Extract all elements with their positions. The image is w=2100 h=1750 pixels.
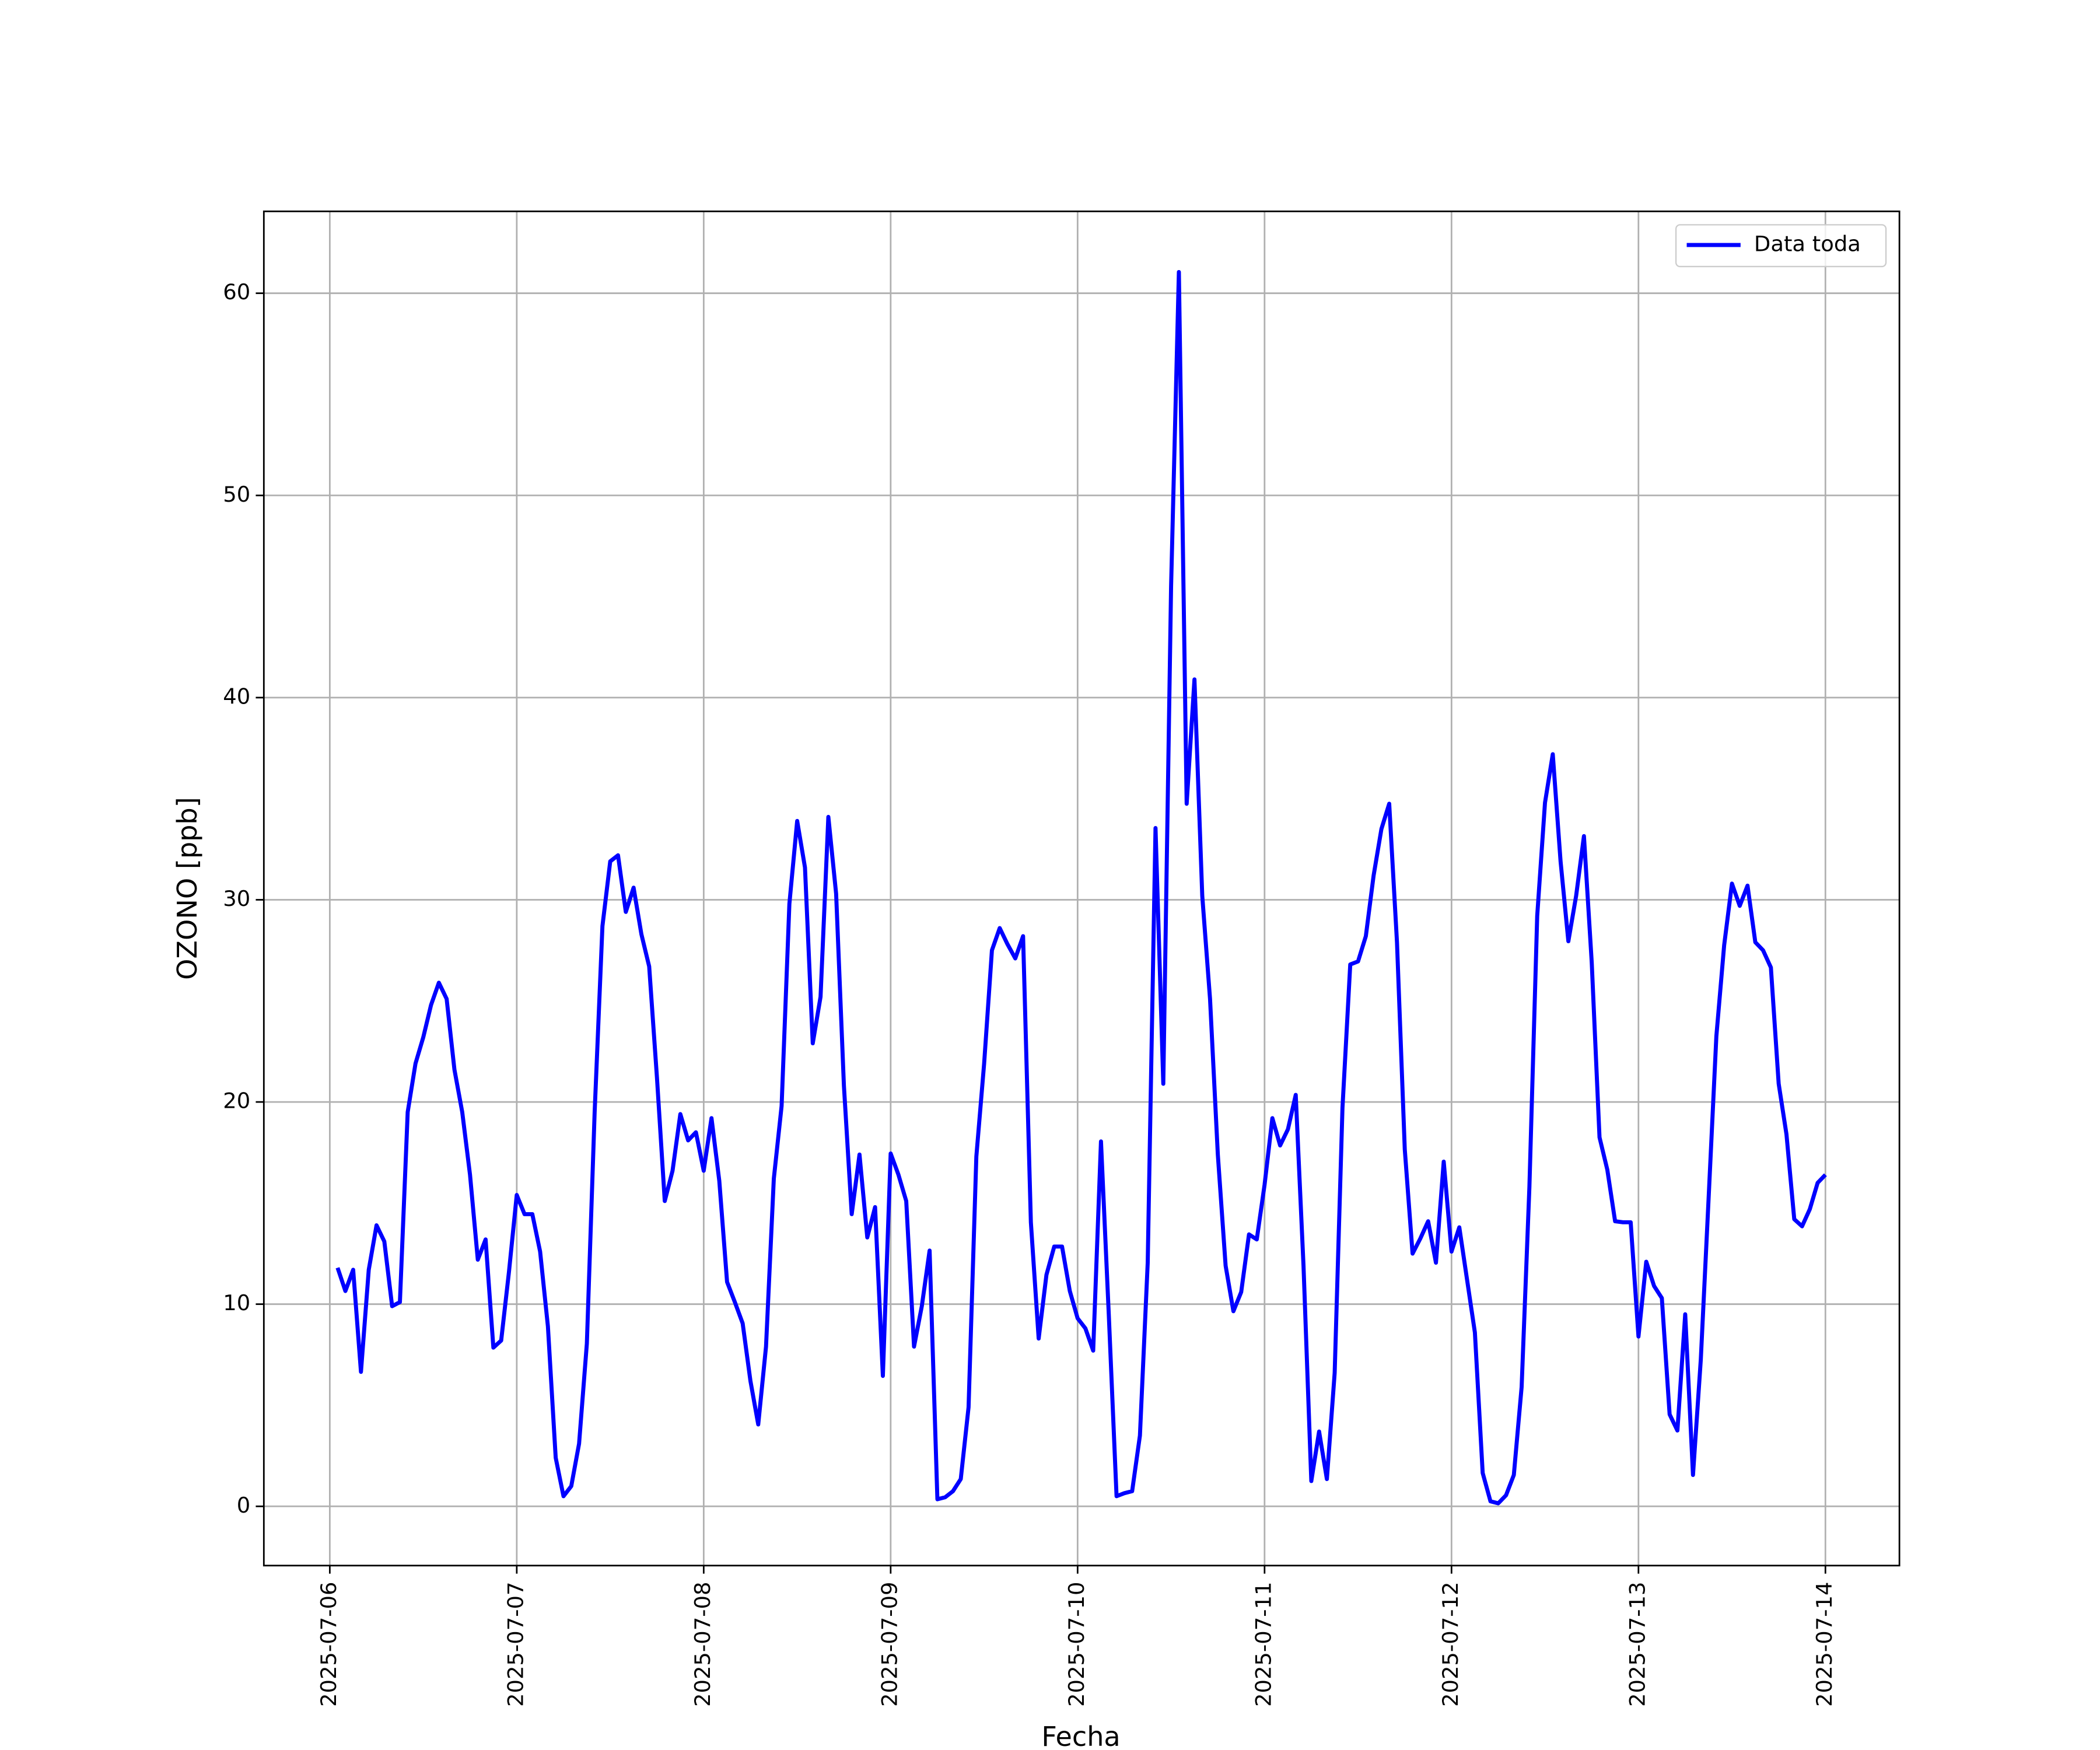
y-tick-label: 10 — [223, 1290, 250, 1315]
legend: Data toda — [1675, 224, 1887, 268]
y-tick-label: 50 — [223, 482, 250, 507]
x-tick-label: 2025-07-14 — [1812, 1582, 1837, 1707]
y-tick-label: 30 — [223, 886, 250, 911]
ticks: 0 10 20 30 40 50 60 2025-07-06 2025-07-07 2025-07… — [223, 279, 1837, 1707]
x-tick-label: 2025-07-12 — [1438, 1582, 1463, 1707]
x-tick-label: 2025-07-08 — [690, 1582, 715, 1707]
x-axis-label: Fecha — [1041, 1721, 1120, 1750]
y-tick-label: 0 — [237, 1493, 250, 1518]
x-tick-label: 2025-07-13 — [1625, 1582, 1650, 1707]
x-tick-label: 2025-07-09 — [877, 1582, 902, 1707]
y-axis-label: OZONO [ppb] — [172, 797, 203, 980]
y-tick-label: 40 — [223, 684, 250, 709]
data-line — [335, 270, 1827, 1506]
x-tick-label: 2025-07-10 — [1064, 1582, 1089, 1707]
x-tick-label: 2025-07-07 — [503, 1582, 528, 1707]
grid — [264, 211, 1900, 1566]
legend-label: Data toda — [1754, 232, 1861, 257]
plot-area — [335, 270, 1827, 1506]
legend-box — [1675, 224, 1887, 268]
x-tick-label: 2025-07-06 — [316, 1582, 341, 1707]
y-tick-label: 20 — [223, 1088, 250, 1114]
axes-frame — [262, 210, 1901, 1567]
x-tick-label: 2025-07-11 — [1251, 1582, 1276, 1707]
y-tick-label: 60 — [223, 279, 250, 304]
